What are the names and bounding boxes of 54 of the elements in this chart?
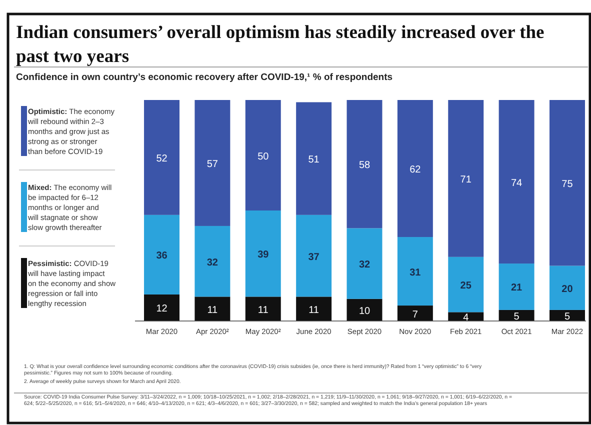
bar xyxy=(550,266,585,310)
data-label: 74 xyxy=(510,178,523,189)
data-label: 11 xyxy=(308,304,320,316)
bar xyxy=(550,100,585,266)
data-label: 51 xyxy=(308,154,320,166)
bar xyxy=(245,296,281,321)
data-label: 58 xyxy=(358,160,370,172)
data-label: 4 xyxy=(463,312,470,324)
bar xyxy=(397,237,433,306)
bar xyxy=(346,298,382,321)
bar xyxy=(245,100,281,210)
data-label: 71 xyxy=(460,174,472,186)
bar xyxy=(448,100,484,257)
data-label: 75 xyxy=(562,178,574,190)
data-label: 37 xyxy=(308,252,320,263)
data-label: 39 xyxy=(258,250,270,261)
bar xyxy=(296,214,332,297)
data-label: 32 xyxy=(358,260,370,271)
data-label: 31 xyxy=(410,267,422,278)
bar xyxy=(144,100,180,215)
bar xyxy=(194,100,230,226)
data-label: 10 xyxy=(358,306,370,317)
bar xyxy=(144,214,180,294)
bar xyxy=(397,100,433,238)
data-label: 50 xyxy=(258,151,270,162)
data-label: 32 xyxy=(206,257,218,268)
bar xyxy=(448,256,484,312)
bar xyxy=(498,100,534,264)
data-label: 20 xyxy=(562,284,574,295)
bar xyxy=(144,294,180,321)
bar xyxy=(397,306,433,321)
data-label: 11 xyxy=(207,304,218,316)
data-label: 5 xyxy=(564,311,570,322)
bar xyxy=(346,100,382,228)
data-label: 12 xyxy=(156,304,168,315)
chart-title: Indian consumers’ overall optimism has steadily increased over the past two years xyxy=(16,23,544,67)
bar xyxy=(194,296,230,321)
bar xyxy=(296,102,332,215)
data-label: 21 xyxy=(510,282,523,294)
chart-subtitle: Confidence in own country’s economic recovery after COVID-19,¹ % of respondents xyxy=(16,72,393,83)
data-label: 5 xyxy=(514,311,520,322)
data-label: 52 xyxy=(156,153,168,164)
data-label: 36 xyxy=(156,250,168,262)
bar xyxy=(296,296,332,321)
bar xyxy=(245,210,281,297)
bar xyxy=(346,228,382,299)
data-label: 57 xyxy=(206,158,218,170)
bar xyxy=(498,264,534,310)
data-label: 25 xyxy=(460,280,472,292)
data-label: 11 xyxy=(258,304,269,316)
bar xyxy=(194,226,230,297)
data-label: 7 xyxy=(412,309,418,320)
bar xyxy=(448,312,484,321)
data-label: 62 xyxy=(410,164,422,176)
